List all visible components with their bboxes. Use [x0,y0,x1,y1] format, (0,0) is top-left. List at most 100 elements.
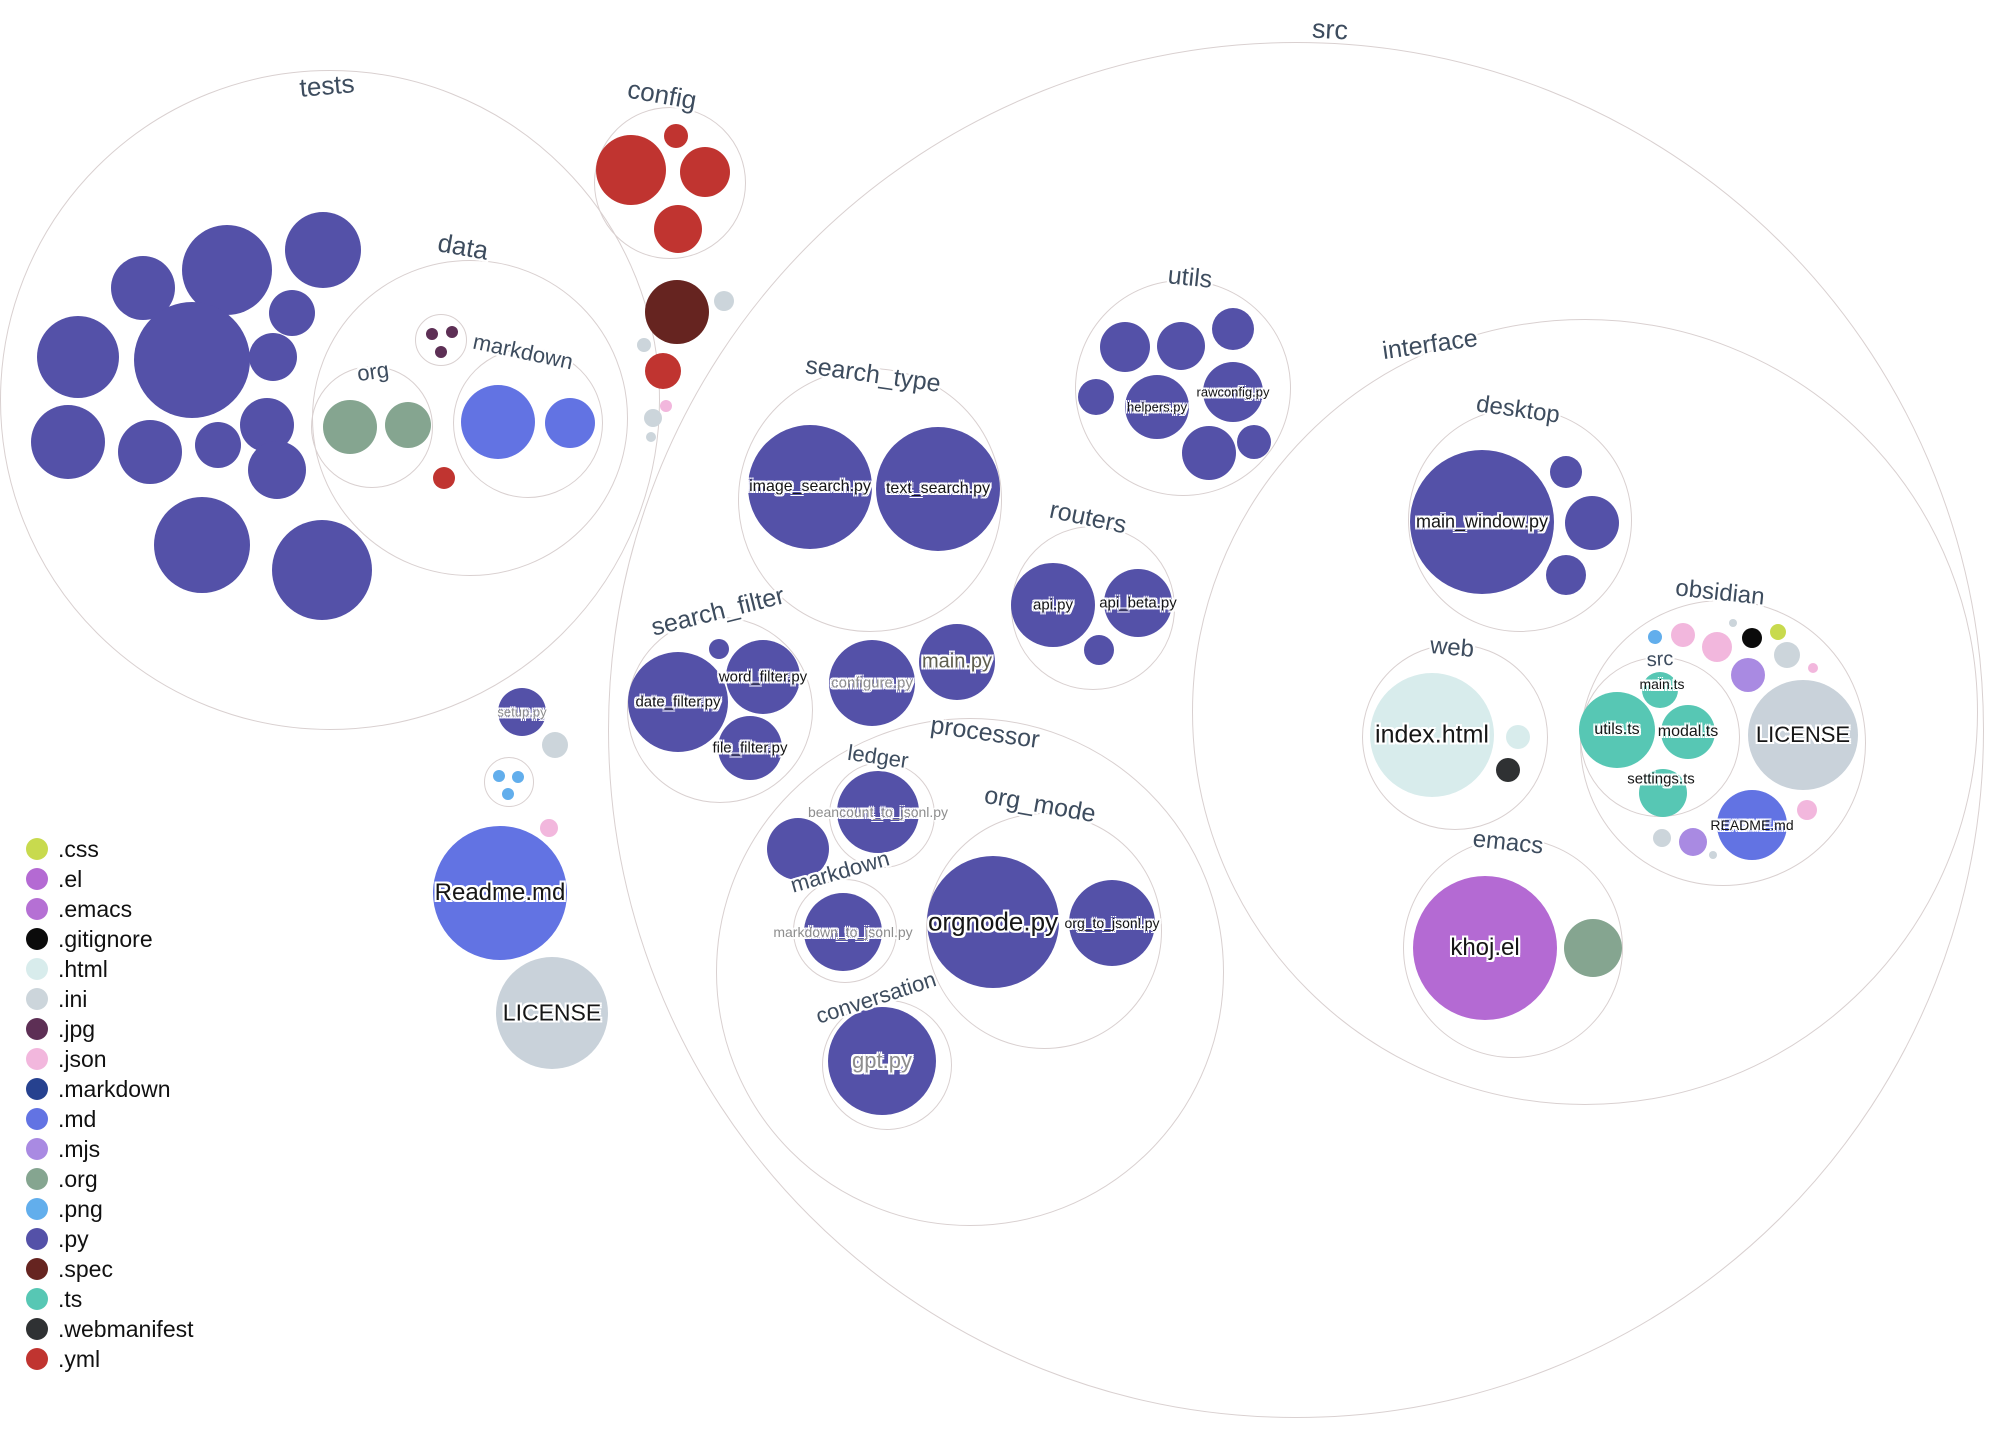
file-circle-md-file[interactable] [461,385,535,459]
file-circle-py-file[interactable] [154,497,250,593]
folder-circle-org[interactable] [311,366,433,488]
file-circle-py-file[interactable] [767,818,829,880]
folder-circle-emacs[interactable] [1403,838,1623,1058]
file-circle-ini-file[interactable] [1774,642,1800,668]
file-circle-ini-file[interactable] [714,291,734,311]
file-circle-spec-file[interactable] [645,280,709,344]
file-circle-yml-file[interactable] [664,124,688,148]
file-circle-css-file[interactable] [1770,624,1786,640]
file-circle-py-file[interactable] [1100,322,1150,372]
file-circle-api_beta.py[interactable] [1104,569,1172,637]
file-circle-py-file[interactable] [248,441,306,499]
file-circle-py-file[interactable] [285,212,361,288]
file-circle-yml-file[interactable] [596,135,666,205]
file-circle-word_filter.py[interactable] [726,640,800,714]
file-circle-text_search.py[interactable] [876,427,1000,551]
file-circle-json-file[interactable] [1797,800,1817,820]
file-circle-README.md[interactable] [1717,790,1787,860]
file-circle-main_window.py[interactable] [1410,450,1554,594]
file-circle-json-file[interactable] [1671,623,1695,647]
file-circle-py-file[interactable] [272,520,372,620]
file-circle-utils.ts[interactable] [1579,692,1655,768]
file-circle-yml-file[interactable] [433,467,455,489]
file-circle-gpt.py[interactable] [828,1007,936,1115]
file-circle-png-file[interactable] [512,771,524,783]
file-circle-py-file[interactable] [118,420,182,484]
file-circle-py-file[interactable] [1565,496,1619,550]
file-circle-py-file[interactable] [269,290,315,336]
file-circle-Readme.md[interactable] [433,826,567,960]
file-circle-LICENSE[interactable] [1748,680,1858,790]
file-circle-webmanifest-file[interactable] [1496,758,1520,782]
file-circle-org-file[interactable] [1564,919,1622,977]
file-circle-png-file[interactable] [493,770,505,782]
file-circle-json-file[interactable] [1808,663,1818,673]
file-circle-index.html[interactable] [1370,673,1494,797]
file-circle-org-file[interactable] [323,400,377,454]
folder-circle-config[interactable] [594,107,746,259]
file-circle-ini-file[interactable] [1729,619,1737,627]
file-circle-helpers.py[interactable] [1125,375,1189,439]
file-circle-beancount_to_jsonl.py[interactable] [837,771,919,853]
folder-circle-search_filter[interactable] [627,617,813,803]
file-circle-main.py[interactable] [919,624,995,700]
file-circle-py-file[interactable] [182,225,272,315]
file-circle-mjs-file[interactable] [1679,828,1707,856]
file-circle-py-file[interactable] [249,333,297,381]
file-circle-py-file[interactable] [1084,635,1114,665]
file-circle-jpg-file[interactable] [435,346,447,358]
file-circle-api.py[interactable] [1011,563,1095,647]
file-circle-json-file[interactable] [540,819,558,837]
file-circle-rawconfig.py[interactable] [1203,362,1263,422]
file-circle-main.ts[interactable] [1642,672,1678,708]
file-circle-yml-file[interactable] [654,205,702,253]
file-circle-py-file[interactable] [1078,379,1114,415]
file-circle-py-file[interactable] [134,302,250,418]
file-circle-yml-file[interactable] [680,147,730,197]
file-circle-md-file[interactable] [545,398,595,448]
file-circle-ini-file[interactable] [542,732,568,758]
file-circle-file_filter.py[interactable] [718,716,782,780]
file-circle-ini-file[interactable] [1653,829,1671,847]
file-circle-gitignore-file[interactable] [1742,628,1762,648]
file-circle-date_filter.py[interactable] [628,652,728,752]
file-circle-setup.py[interactable] [498,688,546,736]
file-circle-py-file[interactable] [1237,425,1271,459]
file-circle-py-file[interactable] [31,405,105,479]
folder-circle-assets-folder[interactable] [484,757,534,807]
file-circle-py-file[interactable] [1182,426,1236,480]
file-circle-py-file[interactable] [1546,555,1586,595]
folder-circle-processor[interactable] [716,718,1224,1226]
file-circle-py-file[interactable] [1212,308,1254,350]
folder-circle-utils[interactable] [1075,280,1291,496]
file-circle-org_to_jsonl.py[interactable] [1069,880,1155,966]
folder-circle-search_type[interactable] [738,368,1002,632]
file-circle-settings.ts[interactable] [1639,769,1687,817]
file-circle-png-file[interactable] [502,788,514,800]
folder-circle-images-folder[interactable] [415,314,467,366]
file-circle-mjs-file[interactable] [1731,658,1765,692]
file-circle-image_search.py[interactable] [748,425,872,549]
folder-circle-desktop[interactable] [1408,408,1632,632]
file-circle-ini-file[interactable] [637,338,651,352]
file-circle-ini-file[interactable] [1709,851,1717,859]
folder-circle-src[interactable] [608,42,1984,1418]
folder-circle-tests[interactable] [0,70,660,730]
folder-circle-web[interactable] [1362,644,1548,830]
folder-circle-markdown[interactable] [453,348,603,498]
file-circle-org-file[interactable] [385,402,431,448]
file-circle-markdown_to_jsonl.py[interactable] [804,893,882,971]
file-circle-khoj.el[interactable] [1413,876,1557,1020]
file-circle-ini-file[interactable] [644,409,662,427]
file-circle-py-file[interactable] [709,639,729,659]
folder-circle-org_mode[interactable] [926,813,1162,1049]
file-circle-configure.py[interactable] [829,640,915,726]
file-circle-py-file[interactable] [195,422,241,468]
file-circle-py-file[interactable] [37,316,119,398]
file-circle-jpg-file[interactable] [446,326,458,338]
file-circle-modal.ts[interactable] [1661,705,1715,759]
folder-circle-interface[interactable] [1192,319,1978,1105]
file-circle-yml-file[interactable] [645,353,681,389]
file-circle-html-file[interactable] [1506,725,1530,749]
file-circle-png-file[interactable] [1648,630,1662,644]
